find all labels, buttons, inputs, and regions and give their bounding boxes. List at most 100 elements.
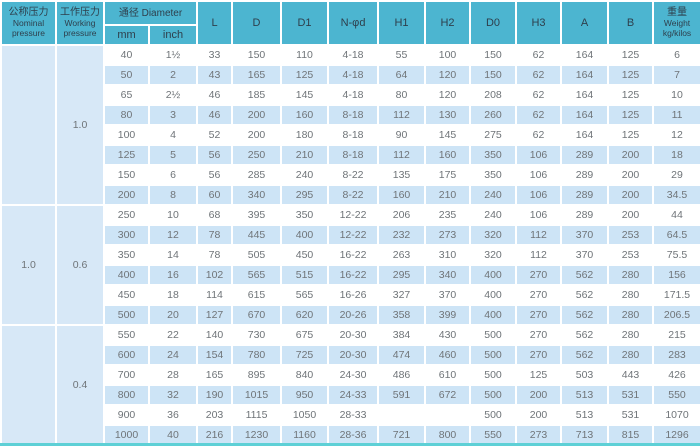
table-row: 200 8 60 340 295 8-22 160 210 240 106 289 200 34.5 (1, 184, 700, 206)
table-cell: 275 (469, 124, 518, 146)
table-cell: 106 (515, 144, 563, 166)
table-cell: 140 (196, 324, 234, 346)
table-cell: 175 (424, 164, 472, 186)
table-cell: 400 (469, 264, 518, 286)
table-cell: 78 (196, 244, 234, 266)
table-cell: 8-18 (327, 124, 380, 146)
table-cell: 20-26 (327, 304, 380, 326)
table-cell: 62 (515, 84, 563, 106)
table-cell: 112 (377, 144, 427, 166)
header-diameter-mm: mm (103, 24, 150, 46)
table-cell: 165 (196, 364, 234, 386)
table-cell: 443 (607, 364, 655, 386)
table-cell: 125 (607, 84, 655, 106)
table-cell: 550 (469, 424, 518, 446)
table-cell: 900 (103, 404, 150, 426)
table-cell: 550 (103, 324, 150, 346)
table-cell: 44 (652, 204, 700, 226)
table-cell: 60 (196, 184, 234, 206)
table-cell: 1115 (231, 404, 283, 426)
table-cell: 7 (652, 64, 700, 86)
table-cell: 670 (231, 304, 283, 326)
table-cell: 164 (560, 84, 610, 106)
table-cell: 4-18 (327, 84, 380, 106)
table-cell: 620 (280, 304, 330, 326)
working-pressure-cell: 0.4 (55, 324, 105, 446)
table-cell: 815 (607, 424, 655, 446)
table-cell: 20-30 (327, 344, 380, 366)
table-cell: 1050 (280, 404, 330, 426)
table-cell: 80 (103, 104, 150, 126)
table-cell: 180 (280, 124, 330, 146)
table-cell: 370 (560, 244, 610, 266)
table-cell: 18 (652, 144, 700, 166)
header-col-D: D (231, 0, 283, 46)
table-cell: 273 (424, 224, 472, 246)
table-cell: 295 (377, 264, 427, 286)
table-cell: 36 (147, 404, 199, 426)
table-cell: 12-22 (327, 224, 380, 246)
table-cell: 64.5 (652, 224, 700, 246)
table-cell: 90 (377, 124, 427, 146)
table-cell: 340 (231, 184, 283, 206)
table-cell: 253 (607, 224, 655, 246)
header-working-pressure: 工作压力 Working pressure (55, 0, 105, 46)
table-cell: 235 (424, 204, 472, 226)
header-col-B: B (607, 0, 655, 46)
table-cell: 1070 (652, 404, 700, 426)
table-cell: 350 (280, 204, 330, 226)
table-cell: 125 (103, 144, 150, 166)
table-cell: 135 (377, 164, 427, 186)
table-cell: 240 (469, 184, 518, 206)
header-col-A: A (560, 0, 610, 46)
table-cell: 503 (560, 364, 610, 386)
nominal-pressure-cell (0, 324, 57, 446)
header-diameter-inch: inch (147, 24, 199, 46)
table-cell: 515 (280, 264, 330, 286)
table-cell: 327 (377, 284, 427, 306)
table-cell: 65 (103, 84, 150, 106)
table-cell: 156 (652, 264, 700, 286)
table-cell: 1230 (231, 424, 283, 446)
table-cell: 280 (607, 264, 655, 286)
table-cell: 500 (469, 364, 518, 386)
table-cell: 34.5 (652, 184, 700, 206)
table-cell: 40 (147, 424, 199, 446)
table-cell: 289 (560, 204, 610, 226)
table-cell: 531 (607, 404, 655, 426)
header-diameter: 通径 Diameter (102, 0, 199, 26)
table-cell: 112 (515, 224, 563, 246)
table-cell: 340 (424, 264, 472, 286)
table-cell: 505 (231, 244, 283, 266)
table-cell: 55 (377, 44, 427, 66)
table-cell: 6 (147, 164, 199, 186)
table-cell: 62 (515, 124, 563, 146)
header-nominal-pressure-en1: Nominal (12, 17, 45, 28)
table-cell: 165 (231, 64, 283, 86)
table-cell: 5 (147, 144, 199, 166)
table-cell: 4-18 (327, 64, 380, 86)
table-cell: 154 (196, 344, 234, 366)
table-cell: 46 (196, 104, 234, 126)
table-row: 400 16 102 565 515 16-22 295 340 400 270 562 280 156 (1, 264, 700, 286)
table-cell: 28-36 (327, 424, 380, 446)
table-cell: 160 (280, 104, 330, 126)
table-cell: 52 (196, 124, 234, 146)
table-cell: 1½ (147, 44, 199, 66)
table-cell: 16-26 (327, 284, 380, 306)
table-cell: 80 (377, 84, 427, 106)
table-cell: 270 (515, 344, 563, 366)
table-cell: 240 (469, 204, 518, 226)
table-cell: 370 (424, 284, 472, 306)
table-cell: 46 (196, 84, 234, 106)
table-cell: 3 (147, 104, 199, 126)
table-cell: 40 (103, 44, 150, 66)
table-cell: 400 (469, 284, 518, 306)
table-cell: 200 (515, 384, 563, 406)
table-row: 65 2½ 46 185 145 4-18 80 120 208 62 164 125 10 (1, 84, 700, 106)
table-cell: 370 (560, 224, 610, 246)
table-cell: 100 (424, 44, 472, 66)
table-cell: 358 (377, 304, 427, 326)
table-cell: 106 (515, 164, 563, 186)
